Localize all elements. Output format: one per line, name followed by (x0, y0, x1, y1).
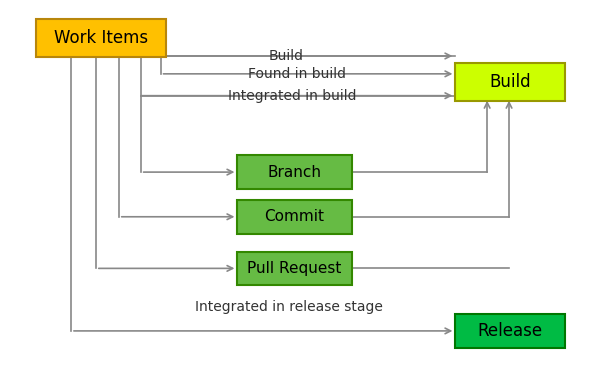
FancyBboxPatch shape (238, 155, 351, 189)
Text: Build: Build (489, 73, 531, 91)
Text: Work Items: Work Items (54, 29, 148, 47)
Text: Pull Request: Pull Request (247, 261, 342, 276)
Text: Release: Release (478, 322, 542, 340)
Text: Build: Build (268, 49, 303, 63)
FancyBboxPatch shape (455, 63, 565, 101)
Text: Commit: Commit (265, 209, 325, 224)
Text: Integrated in build: Integrated in build (228, 89, 357, 103)
FancyBboxPatch shape (36, 19, 165, 57)
FancyBboxPatch shape (238, 251, 351, 285)
FancyBboxPatch shape (238, 200, 351, 234)
Text: Found in build: Found in build (248, 67, 346, 81)
Text: Integrated in release stage: Integrated in release stage (196, 300, 384, 314)
Text: Branch: Branch (267, 164, 322, 180)
FancyBboxPatch shape (455, 314, 565, 348)
